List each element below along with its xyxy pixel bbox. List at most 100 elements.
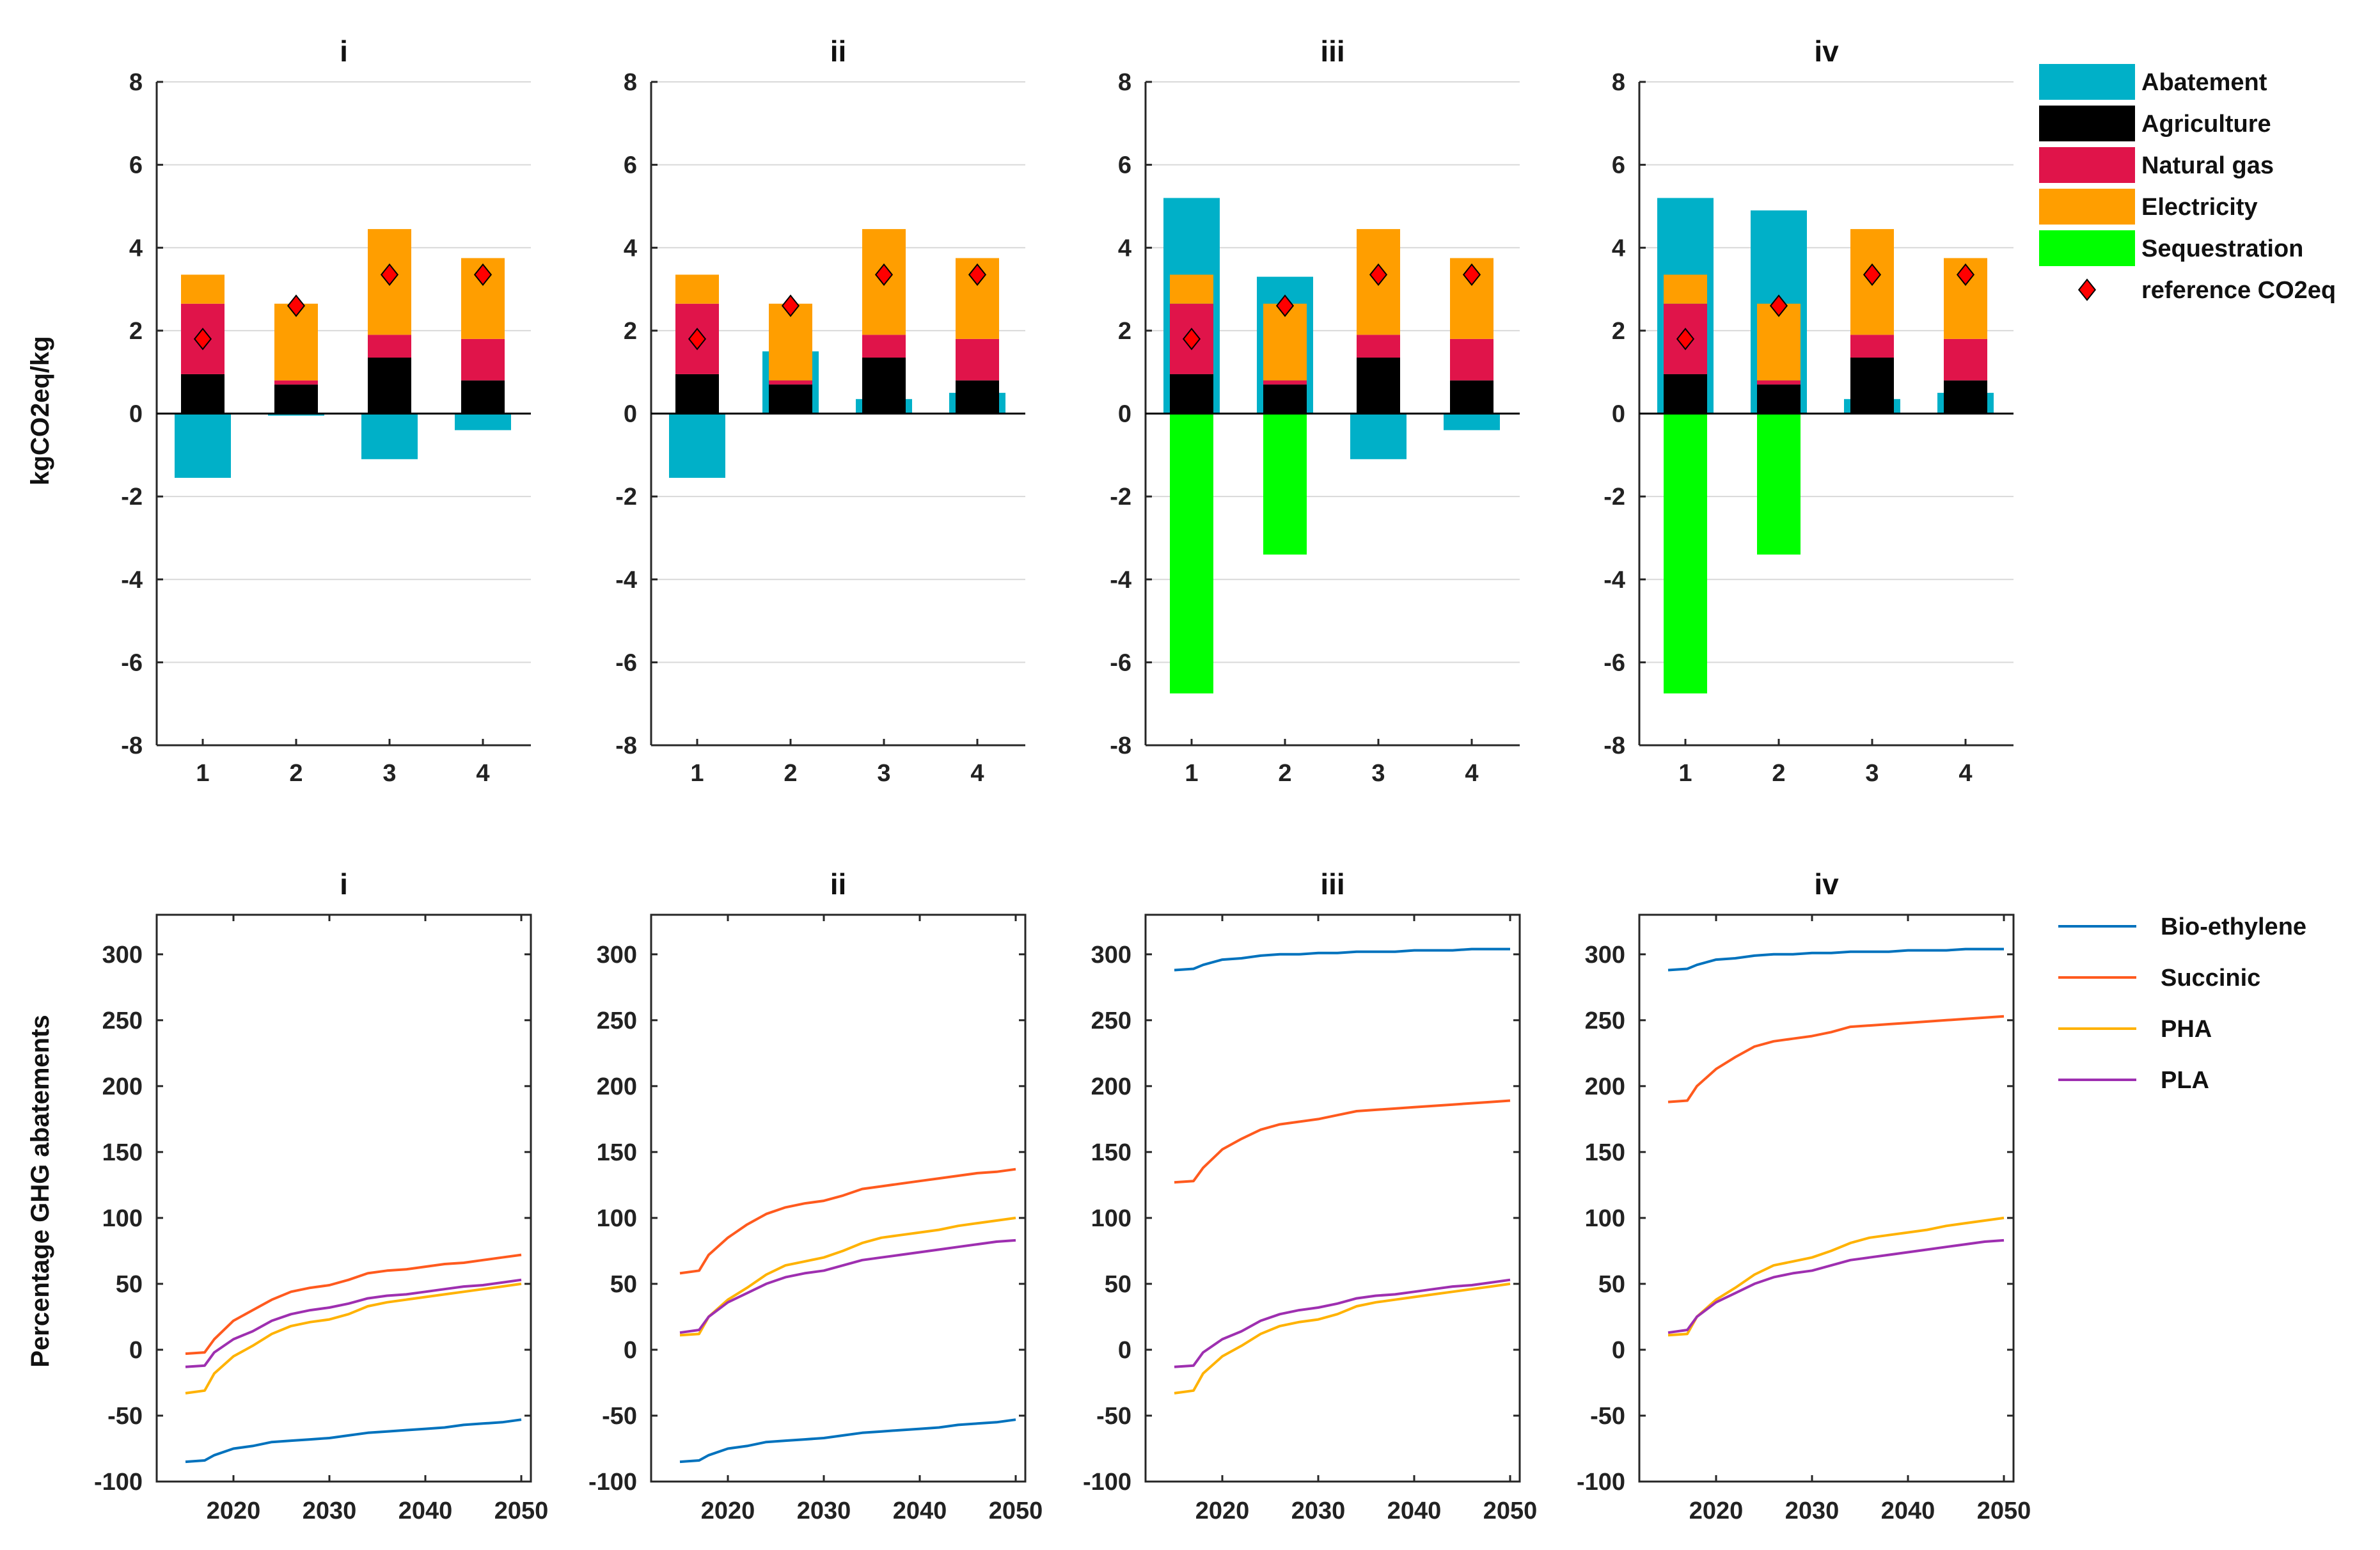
bar-natural-gas [1450, 338, 1493, 381]
x-tick-label: 2050 [494, 1498, 549, 1524]
bar-sequestration [1664, 413, 1707, 693]
x-tick-label: 4 [1465, 760, 1478, 787]
plot-frame [1144, 913, 1521, 1483]
panel-title: i [340, 867, 348, 901]
legend-item: PHA [2058, 1016, 2212, 1043]
legend-item: Bio-ethylene [2058, 913, 2306, 940]
y-tick-label: 250 [597, 1008, 637, 1034]
x-tick-label: 4 [970, 760, 984, 787]
y-tick-label: -4 [121, 567, 143, 594]
y-tick-label: -8 [615, 732, 637, 759]
x-tick-label: 3 [877, 760, 890, 787]
x-tick-label: 1 [196, 760, 209, 787]
x-tick-label: 2030 [1291, 1498, 1346, 1524]
y-tick-label: 0 [1612, 401, 1625, 428]
y-tick-label: 4 [624, 235, 637, 262]
bar-abatement [669, 413, 725, 478]
line-chart-iii: -100 -50 0 50 100 150 200 250 300 2020 2030 2040 205… [1083, 867, 1537, 1524]
x-tick-label: 2020 [207, 1498, 261, 1524]
legend-line-charts: Bio-ethylene Succinic PHA PLA [2058, 913, 2306, 1094]
bar-natural-gas [862, 335, 906, 358]
series-line-pha [185, 1282, 522, 1395]
x-tick-label: 2040 [893, 1498, 947, 1524]
series-line-bio-ethylene [1667, 947, 2004, 972]
y-tick-label: 50 [116, 1271, 143, 1298]
bar-agriculture [1170, 374, 1213, 414]
legend-item: PLA [2058, 1067, 2209, 1094]
bar-chart-iii: 1 2 3 4 -8 -6 -4 -2 0 2 4 6 8 iii [1110, 35, 1520, 787]
y-tick-label: -4 [615, 567, 637, 594]
bar-abatement [1350, 413, 1407, 459]
x-tick-label: 4 [476, 760, 489, 787]
line-chart-ii: -100 -50 0 50 100 150 200 250 300 2020 2030 2040 205… [588, 867, 1043, 1524]
y-tick-label: 0 [129, 1337, 143, 1364]
y-tick-label: 4 [1612, 235, 1625, 262]
y-tick-label: 8 [129, 69, 143, 96]
x-tick-label: 2040 [1387, 1498, 1442, 1524]
plot-frame [1638, 913, 2015, 1483]
y-tick-label: -100 [94, 1469, 143, 1496]
bar-sequestration [1170, 413, 1213, 693]
bar-abatement [175, 413, 231, 478]
series-line-succinic [1667, 1015, 2005, 1103]
y-tick-label: -100 [1577, 1469, 1625, 1496]
y-axis-label-bottom: Percentage GHG abatements [26, 1015, 54, 1367]
reference-marker [193, 328, 212, 351]
y-tick-label: -6 [615, 649, 637, 676]
y-tick-label: -100 [1083, 1469, 1131, 1496]
series-line-pla [185, 1278, 522, 1368]
bar-abatement [455, 413, 511, 431]
series-line-succinic [185, 1253, 522, 1356]
x-tick-label: 3 [382, 760, 396, 787]
legend-label: reference CO2eq [2141, 277, 2336, 304]
legend-bar-charts: Abatement Agriculture Natural gas Electrici… [2039, 64, 2336, 304]
y-tick-label: 8 [624, 69, 637, 96]
reference-marker [1275, 294, 1295, 317]
bar-natural-gas [1850, 335, 1894, 358]
panel-title: iv [1814, 35, 1839, 68]
bar-agriculture [1450, 380, 1493, 414]
y-tick-label: -6 [1110, 649, 1131, 676]
bottom-row-line-charts: -100 -50 0 50 100 150 200 250 300 2020 2030 2040 205… [94, 867, 2031, 1524]
y-tick-label: -50 [107, 1403, 143, 1430]
x-tick-label: 3 [1865, 760, 1879, 787]
bar-agriculture [1944, 380, 1987, 414]
bar-agriculture [181, 374, 225, 414]
y-tick-label: 200 [597, 1073, 637, 1100]
bar-abatement [361, 413, 418, 459]
legend-swatch [2077, 278, 2097, 301]
y-tick-label: -2 [1604, 484, 1625, 510]
bar-natural-gas [1944, 338, 1987, 381]
bar-electricity [181, 274, 225, 304]
y-tick-label: -6 [1604, 649, 1625, 676]
y-tick-label: -8 [121, 732, 143, 759]
top-row-bar-charts: 1 2 3 4 -8 -6 -4 -2 0 2 4 6 8 i 1 2 3 4 -8 -6 -4 -2 0 2 4 6 8 ii 1 2 3… [121, 35, 2014, 787]
x-tick-label: 4 [1958, 760, 1972, 787]
legend-swatch [2039, 106, 2135, 141]
legend-label: PHA [2161, 1016, 2212, 1043]
plot-frame [650, 913, 1027, 1483]
x-tick-label: 2050 [989, 1498, 1043, 1524]
panel-title: iii [1320, 35, 1344, 68]
reference-marker [1462, 263, 1481, 286]
panel-title: iii [1320, 867, 1344, 901]
legend-item: Abatement [2039, 64, 2267, 100]
x-tick-label: 2 [1278, 760, 1291, 787]
bar-natural-gas [1263, 380, 1307, 385]
bar-agriculture [862, 358, 906, 414]
legend-label: Abatement [2141, 69, 2267, 96]
y-tick-label: -50 [1096, 1403, 1131, 1430]
x-tick-label: 2030 [797, 1498, 851, 1524]
legend-label: Bio-ethylene [2161, 913, 2306, 940]
y-tick-label: 250 [102, 1008, 143, 1034]
bar-sequestration [1757, 413, 1801, 555]
legend-item: Electricity [2039, 189, 2258, 225]
bar-agriculture [1263, 384, 1307, 414]
y-tick-label: 50 [610, 1271, 637, 1298]
x-tick-label: 2 [289, 760, 303, 787]
y-tick-label: 300 [597, 942, 637, 969]
x-tick-label: 2030 [1785, 1498, 1840, 1524]
y-tick-label: 0 [624, 401, 637, 428]
bar-chart-i: 1 2 3 4 -8 -6 -4 -2 0 2 4 6 8 i [121, 35, 531, 787]
series-line-pla [679, 1238, 1016, 1334]
